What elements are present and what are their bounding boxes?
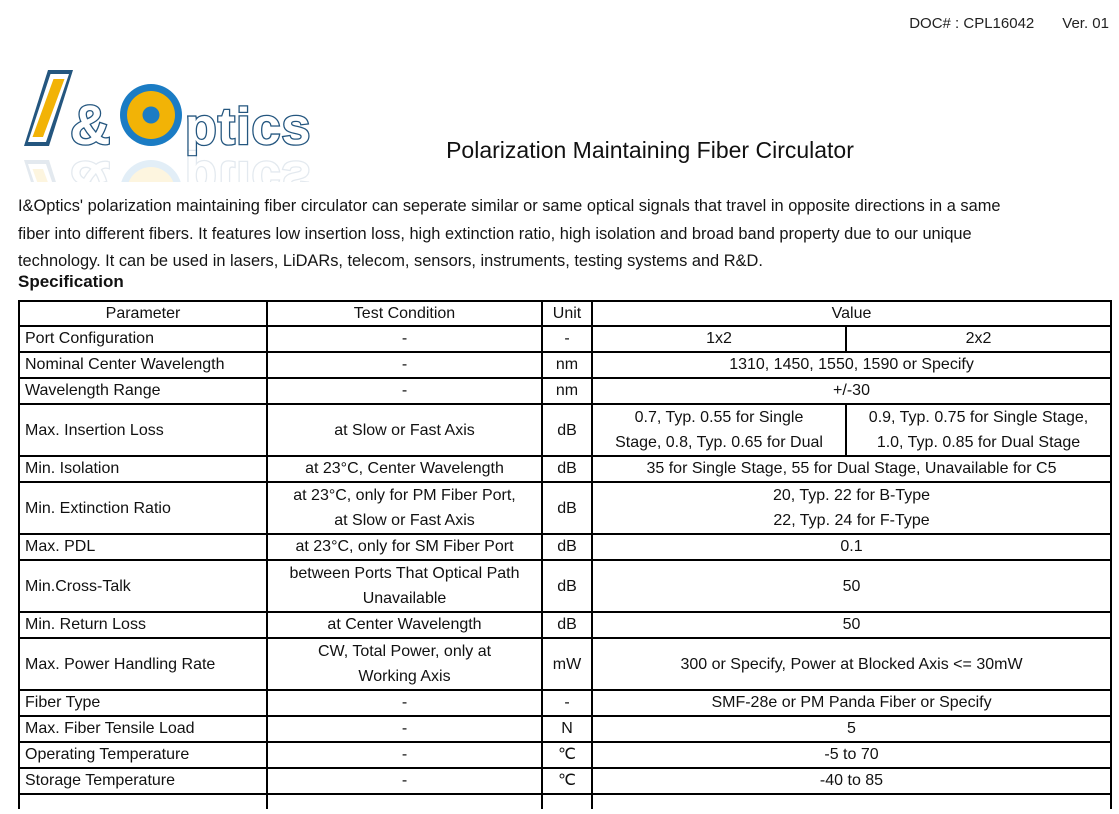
value-cell: 0.7, Typ. 0.55 for Single Stage, 0.8, Typ… xyxy=(591,403,847,457)
param-cell: Max. Fiber Tensile Load xyxy=(18,715,268,743)
param-cell: Wavelength Range xyxy=(18,377,268,405)
unit-cell: dB xyxy=(541,559,593,613)
table-row-cutoff xyxy=(18,793,1113,809)
unit-cell: - xyxy=(541,325,593,353)
condition-cell: CW, Total Power, only at Working Axis xyxy=(266,637,543,691)
param-cell: Storage Temperature xyxy=(18,767,268,795)
param-cell: Max. Power Handling Rate xyxy=(18,637,268,691)
value-cell: 2x2 xyxy=(844,325,1113,353)
table-row: Max. PDL at 23°C, only for SM Fiber Port d… xyxy=(18,533,1113,561)
table-row: Wavelength Range - nm +/-30 xyxy=(18,377,1113,405)
table-row: Min. Isolation at 23°C, Center Wavelength… xyxy=(18,455,1113,483)
unit-cell: N xyxy=(541,715,593,743)
table-row: Nominal Center Wavelength - nm 1310, 1450, … xyxy=(18,351,1113,379)
unit-cell: mW xyxy=(541,637,593,691)
condition-cell: - xyxy=(266,325,543,353)
unit-cell: ℃ xyxy=(541,767,593,795)
unit-cell: nm xyxy=(541,351,593,379)
param-cell: Min. Extinction Ratio xyxy=(18,481,268,535)
param-cell: Min.Cross-Talk xyxy=(18,559,268,613)
value-cell: 1310, 1450, 1550, 1590 or Specify xyxy=(590,351,1113,379)
param-cell: Fiber Type xyxy=(18,689,268,717)
header-unit: Unit xyxy=(541,300,593,327)
param-cell: Operating Temperature xyxy=(18,741,268,769)
description-line: technology. It can be used in lasers, Li… xyxy=(18,252,763,270)
table-row: Operating Temperature - ℃ -5 to 70 xyxy=(18,741,1113,769)
header-value: Value xyxy=(590,300,1113,327)
page-title: Polarization Maintaining Fiber Circulato… xyxy=(446,137,854,163)
condition-cell: - xyxy=(266,377,543,405)
param-cell: Min. Isolation xyxy=(18,455,268,483)
header-parameter: Parameter xyxy=(18,300,268,327)
description-line: fiber into different fibers. It features… xyxy=(18,224,972,243)
param-cell: Nominal Center Wavelength xyxy=(18,351,268,379)
value-cell: 50 xyxy=(590,611,1113,639)
unit-cell: dB xyxy=(541,481,593,535)
value-cell: 0.9, Typ. 0.75 for Single Stage, 1.0, Typ… xyxy=(844,403,1113,457)
condition-cell: between Ports That Optical Path Unavailab… xyxy=(266,559,543,613)
param-cell: Max. PDL xyxy=(18,533,268,561)
table-row: Min. Extinction Ratio at 23°C, only for P… xyxy=(18,481,1113,535)
cutoff-cell xyxy=(541,793,593,809)
value-cell: +/-30 xyxy=(590,377,1113,405)
condition-cell: at 23°C, only for SM Fiber Port xyxy=(266,533,543,561)
unit-cell: dB xyxy=(541,611,593,639)
table-row: Min.Cross-Talk between Ports That Optical… xyxy=(18,559,1113,613)
value-cell: 35 for Single Stage, 55 for Dual Stage, … xyxy=(590,455,1113,483)
unit-cell: dB xyxy=(541,533,593,561)
condition-cell: - xyxy=(266,767,543,795)
header-test-condition: Test Condition xyxy=(266,300,543,327)
doc-version: Ver. 01 xyxy=(1062,15,1109,32)
value-cell: 50 xyxy=(590,559,1113,613)
table-row: Max. Fiber Tensile Load - N 5 xyxy=(18,715,1113,743)
value-cell: 5 xyxy=(590,715,1113,743)
condition-cell: at 23°C, only for PM Fiber Port, at Slow … xyxy=(266,481,543,535)
unit-cell: nm xyxy=(541,377,593,405)
cutoff-cell xyxy=(266,793,543,809)
unit-cell: dB xyxy=(541,455,593,483)
condition-cell: - xyxy=(266,351,543,379)
param-cell: Min. Return Loss xyxy=(18,611,268,639)
value-cell: 20, Typ. 22 for B-Type 22, Typ. 24 for F-… xyxy=(590,481,1113,535)
unit-cell: dB xyxy=(541,403,593,457)
value-cell: 0.1 xyxy=(590,533,1113,561)
table-row: Max. Insertion Loss at Slow or Fast Axis d… xyxy=(18,403,1113,457)
description-line: I&Optics' polarization maintaining fiber… xyxy=(18,197,1001,215)
condition-cell: at 23°C, Center Wavelength xyxy=(266,455,543,483)
unit-cell: ℃ xyxy=(541,741,593,769)
value-cell: SMF-28e or PM Panda Fiber or Specify xyxy=(590,689,1113,717)
table-row: Min. Return Loss at Center Wavelength dB 50 xyxy=(18,611,1113,639)
cutoff-cell xyxy=(18,793,268,809)
cutoff-cell xyxy=(590,793,1113,809)
unit-cell: - xyxy=(541,689,593,717)
param-cell: Port Configuration xyxy=(18,325,268,353)
table-row: Port Configuration - -1x2 2x2 xyxy=(18,325,1113,353)
value-cell: 300 or Specify, Power at Blocked Axis <=… xyxy=(590,637,1113,691)
specification-heading: Specification xyxy=(18,272,124,291)
doc-number: DOC# : CPL16042 xyxy=(909,15,1035,32)
condition-cell: - xyxy=(266,715,543,743)
table-row: Fiber Type - - SMF-28e or PM Panda Fiber or… xyxy=(18,689,1113,717)
spec-table-body: Port Configuration - -1x2 2x2 Nominal Center… xyxy=(18,325,1113,809)
condition-cell: - xyxy=(266,741,543,769)
value-cell: -5 to 70 xyxy=(590,741,1113,769)
value-cell: -40 to 85 xyxy=(590,767,1113,795)
product-description: I&Optics' polarization maintaining fiber… xyxy=(18,193,1116,276)
table-row: Max. Power Handling Rate CW, Total Power,… xyxy=(18,637,1113,691)
value-cell: 1x2 xyxy=(591,325,847,353)
spec-table: Parameter Test Condition Unit Value Port… xyxy=(18,300,1113,809)
table-header-row: Parameter Test Condition Unit Value xyxy=(18,300,1113,327)
condition-cell: - xyxy=(266,689,543,717)
condition-cell: at Slow or Fast Axis xyxy=(266,403,543,457)
company-logo: & ptics xyxy=(22,68,313,182)
table-row: Storage Temperature - ℃ -40 to 85 xyxy=(18,767,1113,795)
param-cell: Max. Insertion Loss xyxy=(18,403,268,457)
doc-reference: DOC# : CPL16042 Ver. 01 xyxy=(909,15,1109,32)
condition-cell: at Center Wavelength xyxy=(266,611,543,639)
